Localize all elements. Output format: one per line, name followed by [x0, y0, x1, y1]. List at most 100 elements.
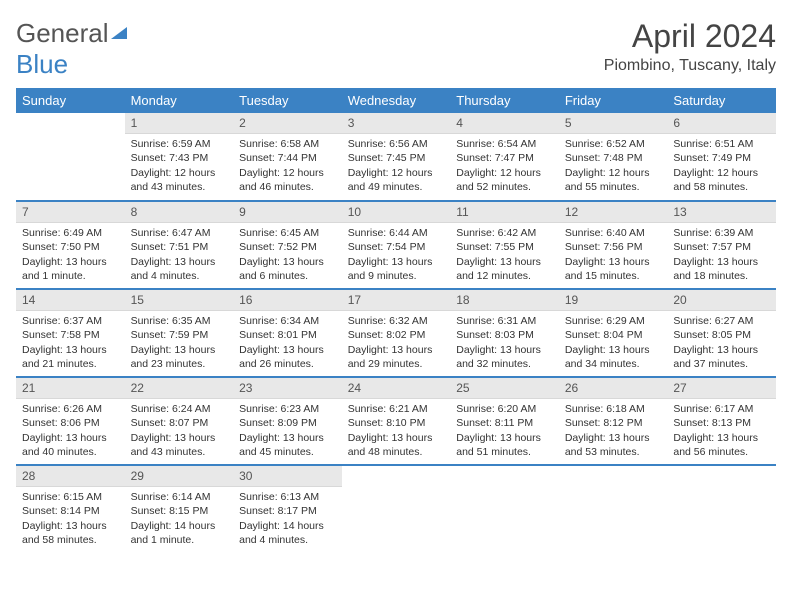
- sunrise-line: Sunrise: 6:29 AM: [565, 314, 662, 328]
- daylight-line: Daylight: 13 hours and 6 minutes.: [239, 255, 336, 283]
- day-number: 3: [342, 113, 451, 134]
- sunset-line: Sunset: 7:44 PM: [239, 151, 336, 165]
- sunset-line: Sunset: 7:55 PM: [456, 240, 553, 254]
- day-number: 4: [450, 113, 559, 134]
- title-block: April 2024 Piombino, Tuscany, Italy: [604, 18, 776, 75]
- daylight-line: Daylight: 12 hours and 55 minutes.: [565, 166, 662, 194]
- sunset-line: Sunset: 8:04 PM: [565, 328, 662, 342]
- day-number: 30: [233, 466, 342, 487]
- day-number: 18: [450, 290, 559, 311]
- sunset-line: Sunset: 8:14 PM: [22, 504, 119, 518]
- daylight-line: Daylight: 12 hours and 52 minutes.: [456, 166, 553, 194]
- logo-part2: Blue: [16, 49, 68, 79]
- calendar-week-row: 14Sunrise: 6:37 AMSunset: 7:58 PMDayligh…: [16, 289, 776, 377]
- daylight-line: Daylight: 13 hours and 23 minutes.: [131, 343, 228, 371]
- sunset-line: Sunset: 8:01 PM: [239, 328, 336, 342]
- daylight-line: Daylight: 13 hours and 1 minute.: [22, 255, 119, 283]
- day-body: Sunrise: 6:49 AMSunset: 7:50 PMDaylight:…: [16, 223, 125, 287]
- sunrise-line: Sunrise: 6:14 AM: [131, 490, 228, 504]
- sunset-line: Sunset: 7:54 PM: [348, 240, 445, 254]
- day-number: 10: [342, 202, 451, 223]
- daylight-line: Daylight: 13 hours and 26 minutes.: [239, 343, 336, 371]
- sunset-line: Sunset: 8:10 PM: [348, 416, 445, 430]
- day-number: 2: [233, 113, 342, 134]
- calendar-day-cell: 13Sunrise: 6:39 AMSunset: 7:57 PMDayligh…: [667, 201, 776, 289]
- day-number: 13: [667, 202, 776, 223]
- day-body: Sunrise: 6:51 AMSunset: 7:49 PMDaylight:…: [667, 134, 776, 198]
- calendar-empty-cell: [16, 113, 125, 201]
- calendar-day-cell: 5Sunrise: 6:52 AMSunset: 7:48 PMDaylight…: [559, 113, 668, 201]
- sunset-line: Sunset: 7:47 PM: [456, 151, 553, 165]
- weekday-header: Monday: [125, 88, 234, 113]
- day-number: 7: [16, 202, 125, 223]
- calendar-day-cell: 26Sunrise: 6:18 AMSunset: 8:12 PMDayligh…: [559, 377, 668, 465]
- daylight-line: Daylight: 13 hours and 34 minutes.: [565, 343, 662, 371]
- sunrise-line: Sunrise: 6:39 AM: [673, 226, 770, 240]
- day-number: 28: [16, 466, 125, 487]
- sunset-line: Sunset: 7:43 PM: [131, 151, 228, 165]
- sunset-line: Sunset: 8:07 PM: [131, 416, 228, 430]
- day-number: 1: [125, 113, 234, 134]
- daylight-line: Daylight: 14 hours and 4 minutes.: [239, 519, 336, 547]
- sunrise-line: Sunrise: 6:37 AM: [22, 314, 119, 328]
- page-title: April 2024: [604, 18, 776, 55]
- calendar-day-cell: 4Sunrise: 6:54 AMSunset: 7:47 PMDaylight…: [450, 113, 559, 201]
- calendar-day-cell: 3Sunrise: 6:56 AMSunset: 7:45 PMDaylight…: [342, 113, 451, 201]
- day-body: Sunrise: 6:15 AMSunset: 8:14 PMDaylight:…: [16, 487, 125, 551]
- weekday-header: Wednesday: [342, 88, 451, 113]
- daylight-line: Daylight: 13 hours and 40 minutes.: [22, 431, 119, 459]
- daylight-line: Daylight: 13 hours and 53 minutes.: [565, 431, 662, 459]
- calendar-day-cell: 30Sunrise: 6:13 AMSunset: 8:17 PMDayligh…: [233, 465, 342, 553]
- weekday-header: Thursday: [450, 88, 559, 113]
- day-body: Sunrise: 6:29 AMSunset: 8:04 PMDaylight:…: [559, 311, 668, 375]
- sunset-line: Sunset: 8:13 PM: [673, 416, 770, 430]
- daylight-line: Daylight: 12 hours and 49 minutes.: [348, 166, 445, 194]
- day-number: 8: [125, 202, 234, 223]
- calendar-day-cell: 22Sunrise: 6:24 AMSunset: 8:07 PMDayligh…: [125, 377, 234, 465]
- weekday-header: Sunday: [16, 88, 125, 113]
- daylight-line: Daylight: 13 hours and 32 minutes.: [456, 343, 553, 371]
- day-number: 15: [125, 290, 234, 311]
- sunrise-line: Sunrise: 6:32 AM: [348, 314, 445, 328]
- day-body: Sunrise: 6:21 AMSunset: 8:10 PMDaylight:…: [342, 399, 451, 463]
- day-number: 9: [233, 202, 342, 223]
- sunrise-line: Sunrise: 6:13 AM: [239, 490, 336, 504]
- day-body: Sunrise: 6:52 AMSunset: 7:48 PMDaylight:…: [559, 134, 668, 198]
- header: GeneralBlue April 2024 Piombino, Tuscany…: [16, 18, 776, 80]
- sunset-line: Sunset: 7:49 PM: [673, 151, 770, 165]
- day-body: Sunrise: 6:17 AMSunset: 8:13 PMDaylight:…: [667, 399, 776, 463]
- calendar-day-cell: 17Sunrise: 6:32 AMSunset: 8:02 PMDayligh…: [342, 289, 451, 377]
- sunrise-line: Sunrise: 6:47 AM: [131, 226, 228, 240]
- daylight-line: Daylight: 13 hours and 29 minutes.: [348, 343, 445, 371]
- day-body: Sunrise: 6:39 AMSunset: 7:57 PMDaylight:…: [667, 223, 776, 287]
- day-number: 6: [667, 113, 776, 134]
- sunrise-line: Sunrise: 6:18 AM: [565, 402, 662, 416]
- sunrise-line: Sunrise: 6:27 AM: [673, 314, 770, 328]
- weekday-header: Saturday: [667, 88, 776, 113]
- day-body: Sunrise: 6:37 AMSunset: 7:58 PMDaylight:…: [16, 311, 125, 375]
- daylight-line: Daylight: 13 hours and 37 minutes.: [673, 343, 770, 371]
- calendar-day-cell: 14Sunrise: 6:37 AMSunset: 7:58 PMDayligh…: [16, 289, 125, 377]
- sunset-line: Sunset: 8:12 PM: [565, 416, 662, 430]
- calendar-empty-cell: [667, 465, 776, 553]
- daylight-line: Daylight: 12 hours and 43 minutes.: [131, 166, 228, 194]
- daylight-line: Daylight: 13 hours and 58 minutes.: [22, 519, 119, 547]
- sunset-line: Sunset: 8:17 PM: [239, 504, 336, 518]
- calendar-day-cell: 15Sunrise: 6:35 AMSunset: 7:59 PMDayligh…: [125, 289, 234, 377]
- sunrise-line: Sunrise: 6:15 AM: [22, 490, 119, 504]
- calendar-day-cell: 20Sunrise: 6:27 AMSunset: 8:05 PMDayligh…: [667, 289, 776, 377]
- sunrise-line: Sunrise: 6:44 AM: [348, 226, 445, 240]
- day-body: Sunrise: 6:13 AMSunset: 8:17 PMDaylight:…: [233, 487, 342, 551]
- calendar-day-cell: 12Sunrise: 6:40 AMSunset: 7:56 PMDayligh…: [559, 201, 668, 289]
- sunrise-line: Sunrise: 6:51 AM: [673, 137, 770, 151]
- daylight-line: Daylight: 13 hours and 56 minutes.: [673, 431, 770, 459]
- calendar-table: SundayMondayTuesdayWednesdayThursdayFrid…: [16, 88, 776, 553]
- daylight-line: Daylight: 13 hours and 4 minutes.: [131, 255, 228, 283]
- sunrise-line: Sunrise: 6:26 AM: [22, 402, 119, 416]
- daylight-line: Daylight: 13 hours and 15 minutes.: [565, 255, 662, 283]
- day-number: 24: [342, 378, 451, 399]
- sunset-line: Sunset: 7:51 PM: [131, 240, 228, 254]
- sunrise-line: Sunrise: 6:31 AM: [456, 314, 553, 328]
- calendar-day-cell: 10Sunrise: 6:44 AMSunset: 7:54 PMDayligh…: [342, 201, 451, 289]
- day-number: 5: [559, 113, 668, 134]
